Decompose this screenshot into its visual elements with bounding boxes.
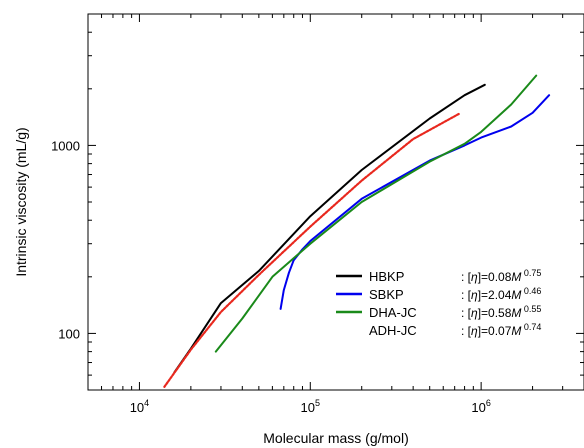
legend: HBKP : [η]=0.08M 0.75 SBKP : [η]=2.04M 0.46… <box>336 268 541 338</box>
series-line-sbkp <box>279 94 551 310</box>
series-layer <box>163 74 551 388</box>
y-tick-label: 100 <box>58 326 80 341</box>
series-line-dha-jc <box>214 74 538 353</box>
legend-label-hbkp: HBKP <box>369 269 404 284</box>
x-tick-label: 104 <box>130 398 149 415</box>
legend-label-dha-jc: DHA-JC <box>369 305 417 320</box>
x-tick-label: 105 <box>301 398 320 415</box>
series-line-adh-jc <box>163 112 461 388</box>
y-tick-label: 1000 <box>51 138 80 153</box>
legend-equation-dha-jc: : [η]=0.58M 0.55 <box>461 304 541 320</box>
legend-equation-hbkp: : [η]=0.08M 0.75 <box>461 268 541 284</box>
legend-equation-adh-jc: : [η]=0.07M 0.74 <box>461 322 541 338</box>
x-tick-label: 106 <box>471 398 490 415</box>
series-line-hbkp <box>173 83 486 374</box>
legend-label-adh-jc: ADH-JC <box>369 323 417 338</box>
axis-ticks: 104 105 106 100 1000 <box>51 13 584 415</box>
legend-equation-sbkp: : [η]=2.04M 0.46 <box>461 286 541 302</box>
y-axis-title: Intrinsic viscosity (mL/g) <box>13 127 29 276</box>
legend-label-sbkp: SBKP <box>369 287 404 302</box>
x-axis-title: Molecular mass (g/mol) <box>263 430 408 446</box>
